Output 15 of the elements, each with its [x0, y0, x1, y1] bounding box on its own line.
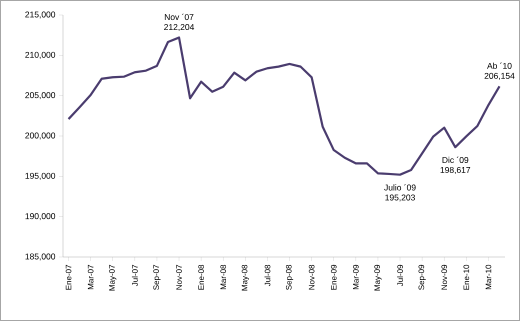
annotation: Dic ´09 [442, 156, 468, 163]
data-label: 195,203 [385, 194, 415, 202]
data-label: 212,204 [164, 24, 194, 32]
y-tick-label: 215,000 [25, 12, 56, 18]
annotation: Nov ´07 [164, 14, 194, 20]
y-tick-label: 205,000 [25, 92, 56, 100]
y-tick-label: 195,000 [26, 172, 56, 180]
y-tick-label: 190,000 [26, 213, 56, 220]
data-label: 198,617 [440, 166, 470, 174]
y-tick-label: 200,000 [25, 132, 56, 140]
y-tick-label: 185,000 [26, 254, 56, 260]
annotation: Ab ´10 [487, 62, 512, 69]
data-label: 206,154 [484, 72, 515, 80]
y-tick-label: 210,000 [25, 52, 56, 59]
annotation: Julio ´09 [384, 184, 416, 191]
